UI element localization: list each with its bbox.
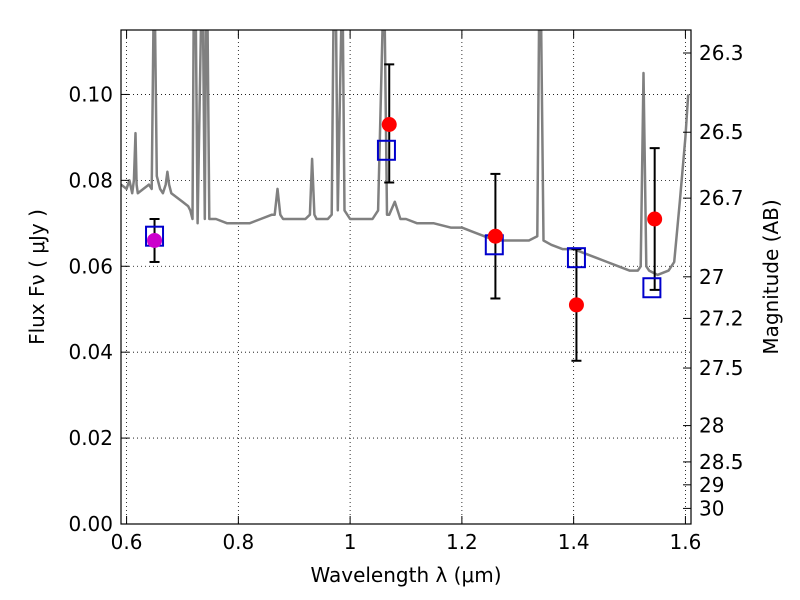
right-tick-label: 27 (699, 265, 724, 289)
y-tick-label: 0.02 (68, 426, 113, 450)
spectrum-line (121, 30, 690, 277)
right-tick-label: 30 (699, 496, 724, 520)
y-tick-label: 0.00 (68, 512, 113, 536)
right-tick-label: 29 (699, 473, 724, 497)
model-square-marker (642, 277, 662, 299)
observed-point (647, 211, 663, 227)
spectrum-layer (121, 30, 690, 277)
x-tick-label: 1.2 (446, 530, 478, 554)
observed-point (487, 228, 503, 244)
plot-area (121, 30, 691, 524)
right-tick-label: 26.7 (699, 186, 744, 210)
x-tick-label: 1 (344, 530, 357, 554)
model-square-marker (376, 139, 396, 161)
y-tick-label: 0.04 (68, 340, 113, 364)
model-square-marker (566, 247, 586, 269)
y-tick-label: 0.10 (68, 82, 113, 106)
x-tick-label: 1.6 (670, 530, 702, 554)
right-tick-label: 27.5 (699, 356, 744, 380)
right-tick-label: 27.2 (699, 306, 744, 330)
y-tick-label: 0.08 (68, 168, 113, 192)
ticks: 0.6 0.8 1 1.2 1.4 1.6 0.00 0.02 0.04 0.06 0.08 0.10… (68, 30, 744, 554)
right-tick-label: 28 (699, 414, 724, 438)
observed-point (568, 297, 584, 313)
x-axis-title: Wavelength λ (μm) (310, 563, 501, 587)
right-tick-label: 26.3 (699, 41, 744, 65)
observed-point (381, 117, 397, 133)
right-axis-title: Magnitude (AB) (759, 199, 783, 354)
x-tick-label: 1.4 (558, 530, 590, 554)
right-tick-label: 28.5 (699, 450, 744, 474)
y-tick-label: 0.06 (68, 254, 113, 278)
y-axis-title: Flux Fν ( μJy ) (25, 209, 49, 345)
observed-point (147, 232, 163, 248)
x-tick-label: 0.6 (111, 530, 143, 554)
right-tick-label: 26.5 (699, 120, 744, 144)
marker-layer (145, 63, 663, 362)
x-tick-label: 0.8 (222, 530, 254, 554)
